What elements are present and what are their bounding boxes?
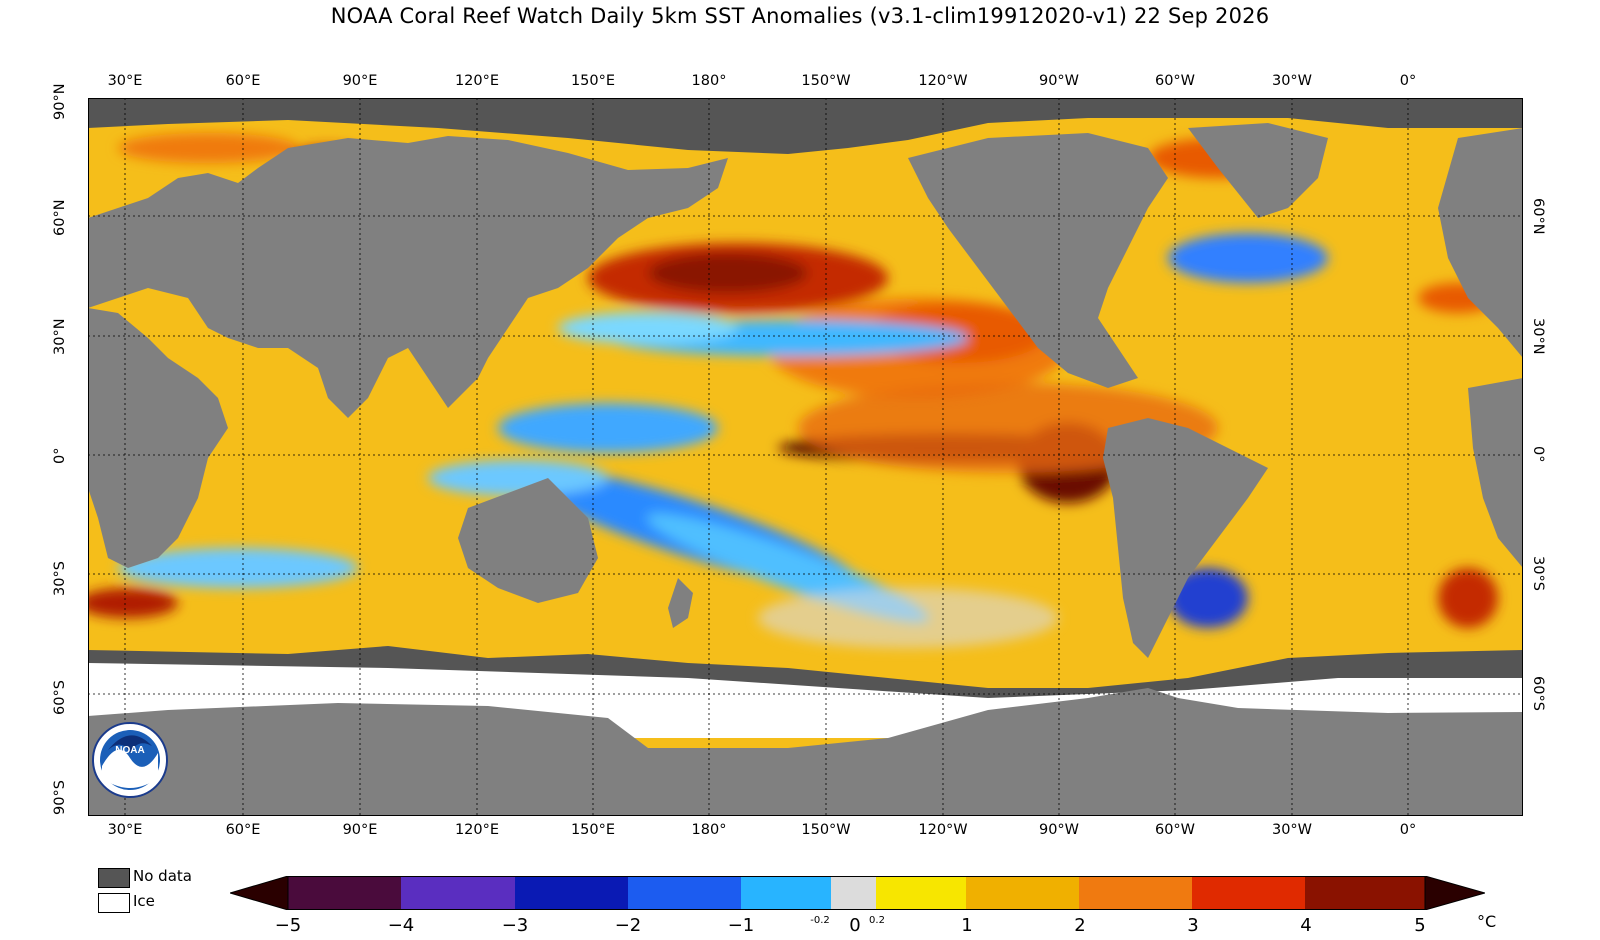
lat-tick-right: 60°S [1530, 676, 1546, 711]
colorbar-label: 4 [1300, 915, 1312, 936]
lon-tick-bottom: 150°W [801, 822, 851, 838]
lon-tick-top: 150°W [801, 73, 851, 89]
lat-tick-left: 30°N [52, 318, 68, 355]
lon-tick-bottom: 150°E [570, 822, 616, 838]
colorbar-label: −2 [614, 915, 642, 936]
lon-tick-bottom: 90°E [342, 822, 378, 838]
graticule [88, 98, 1523, 816]
sst-anomaly-map: NOAA [88, 98, 1523, 816]
lon-tick-top: 120°W [918, 73, 968, 89]
no-data-arctic [88, 98, 1523, 154]
colorbar-label: −1 [727, 915, 755, 936]
colorbar-label: −4 [387, 915, 415, 936]
lat-tick-right: 0° [1530, 446, 1546, 463]
lat-tick-left: 90°N [52, 83, 68, 120]
noaa-logo: NOAA [92, 722, 168, 798]
north-america [908, 133, 1168, 388]
lon-tick-top: 60°W [1154, 73, 1196, 89]
europe-right [1438, 128, 1523, 358]
ice-swatch [98, 893, 130, 913]
lon-tick-top: 90°W [1038, 73, 1080, 89]
colorbar-label: 0 [849, 915, 861, 936]
eurasia [88, 136, 728, 418]
map-canvas: NOAA [88, 98, 1523, 816]
colorbar-unit: °C [1477, 912, 1497, 931]
lon-tick-top: 30°W [1271, 73, 1313, 89]
lat-tick-left: 0° [52, 447, 68, 464]
australia [458, 478, 598, 603]
africa-right [1468, 378, 1523, 568]
lon-tick-top: 120°E [454, 73, 500, 89]
lon-tick-top: 150°E [570, 73, 616, 89]
colorbar-segments [288, 876, 1425, 910]
lat-tick-left: 60°S [52, 680, 68, 715]
lon-tick-top: 0° [1399, 73, 1417, 89]
lon-tick-top: 60°E [225, 73, 261, 89]
no-data-swatch [98, 868, 130, 888]
lon-tick-bottom: 60°E [225, 822, 261, 838]
colorbar-small-label: -0.2 [810, 915, 830, 926]
colorbar-label: −3 [501, 915, 529, 936]
map-frame [88, 98, 1523, 816]
colorbar-label: 2 [1074, 915, 1086, 936]
lat-tick-right: 60°N [1530, 198, 1546, 235]
lon-tick-bottom: 60°W [1154, 822, 1196, 838]
lat-tick-left: 30°S [52, 561, 68, 596]
colorbar-low-extend [230, 876, 289, 910]
antarctica [88, 688, 1523, 816]
lon-tick-bottom: 180° [691, 822, 727, 838]
ice-label: Ice [133, 892, 155, 910]
colorbar-label: 1 [961, 915, 973, 936]
lon-tick-bottom: 30°W [1271, 822, 1313, 838]
colorbar-small-label: 0.2 [869, 915, 885, 926]
lon-tick-bottom: 120°W [918, 822, 968, 838]
africa [88, 308, 228, 568]
lon-tick-top: 90°E [342, 73, 378, 89]
new-zealand [668, 578, 693, 628]
lat-tick-right: 30°S [1530, 556, 1546, 591]
south-america [1103, 418, 1268, 658]
greenland [1188, 123, 1328, 218]
lat-tick-left: 90°S [52, 780, 68, 815]
noaa-logo-text: NOAA [115, 745, 144, 756]
map-title: NOAA Coral Reef Watch Daily 5km SST Anom… [330, 4, 1270, 28]
lon-tick-top: 30°E [107, 73, 143, 89]
no-data-label: No data [133, 867, 192, 885]
lon-tick-bottom: 0° [1399, 822, 1417, 838]
lon-tick-bottom: 30°E [107, 822, 143, 838]
colorbar [230, 876, 1485, 910]
lon-tick-top: 180° [691, 73, 727, 89]
colorbar-label: 5 [1414, 915, 1426, 936]
lon-tick-bottom: 120°E [454, 822, 500, 838]
colorbar-label: −5 [274, 915, 302, 936]
lat-tick-left: 60°N [52, 199, 68, 236]
colorbar-label: 3 [1187, 915, 1199, 936]
lat-tick-right: 30°N [1530, 318, 1546, 355]
colorbar-high-extend [1424, 876, 1485, 910]
lon-tick-bottom: 90°W [1038, 822, 1080, 838]
